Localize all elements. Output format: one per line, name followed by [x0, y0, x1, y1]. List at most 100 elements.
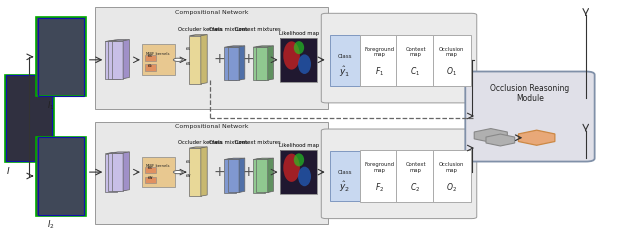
Text: $I_1$: $I_1$	[47, 99, 55, 112]
Polygon shape	[253, 158, 270, 160]
Ellipse shape	[298, 54, 311, 74]
Text: +: +	[243, 52, 255, 66]
Text: Class mixtures: Class mixtures	[209, 27, 248, 32]
Text: Context mixtures: Context mixtures	[236, 140, 281, 145]
Text: $\theta_4$: $\theta_4$	[185, 61, 191, 68]
Text: $\theta_k$: $\theta_k$	[147, 62, 153, 70]
Text: $\hat{y}_2$: $\hat{y}_2$	[339, 180, 350, 194]
Ellipse shape	[284, 41, 300, 70]
Polygon shape	[105, 40, 123, 42]
Text: Occluder kernels: Occluder kernels	[178, 27, 222, 32]
Text: $\theta_1$: $\theta_1$	[147, 53, 153, 60]
Polygon shape	[225, 158, 242, 160]
FancyBboxPatch shape	[396, 150, 435, 202]
FancyBboxPatch shape	[433, 35, 471, 86]
Text: $\theta_N$: $\theta_N$	[147, 175, 154, 182]
FancyBboxPatch shape	[465, 71, 595, 161]
Text: $F_1$: $F_1$	[374, 66, 384, 78]
FancyBboxPatch shape	[36, 17, 86, 97]
FancyBboxPatch shape	[330, 35, 360, 86]
Text: +: +	[214, 52, 225, 66]
FancyBboxPatch shape	[95, 122, 328, 224]
FancyBboxPatch shape	[433, 150, 471, 202]
Polygon shape	[120, 40, 126, 79]
Text: $I_2$: $I_2$	[47, 219, 55, 231]
Polygon shape	[111, 152, 129, 153]
Text: Occlusion
map: Occlusion map	[439, 47, 465, 57]
FancyBboxPatch shape	[189, 36, 201, 84]
Text: +: +	[214, 165, 225, 179]
Polygon shape	[268, 158, 273, 192]
Text: $O_1$: $O_1$	[447, 66, 458, 78]
FancyBboxPatch shape	[321, 129, 477, 219]
Polygon shape	[228, 158, 245, 159]
FancyBboxPatch shape	[253, 47, 264, 80]
FancyBboxPatch shape	[228, 47, 239, 80]
Polygon shape	[105, 153, 123, 154]
FancyBboxPatch shape	[95, 7, 328, 109]
Polygon shape	[189, 35, 207, 36]
Polygon shape	[111, 40, 129, 41]
FancyBboxPatch shape	[225, 160, 236, 193]
FancyBboxPatch shape	[145, 55, 156, 61]
Polygon shape	[474, 129, 508, 142]
Circle shape	[173, 58, 182, 61]
FancyBboxPatch shape	[360, 35, 398, 86]
Polygon shape	[116, 153, 123, 192]
Polygon shape	[264, 158, 270, 193]
FancyBboxPatch shape	[141, 157, 175, 188]
Polygon shape	[228, 46, 245, 47]
Polygon shape	[116, 40, 123, 79]
Polygon shape	[189, 147, 207, 148]
FancyBboxPatch shape	[228, 159, 239, 192]
FancyBboxPatch shape	[225, 47, 236, 80]
Text: Class mixtures: Class mixtures	[209, 140, 248, 145]
Polygon shape	[236, 158, 242, 193]
Polygon shape	[518, 130, 555, 145]
Text: $\theta_1$: $\theta_1$	[147, 165, 153, 172]
Ellipse shape	[294, 153, 304, 166]
FancyBboxPatch shape	[256, 47, 268, 80]
Text: $O_2$: $O_2$	[447, 182, 458, 194]
Text: Occluder kernels: Occluder kernels	[178, 140, 222, 145]
Polygon shape	[256, 158, 273, 159]
Ellipse shape	[294, 41, 304, 54]
Polygon shape	[268, 46, 273, 80]
Polygon shape	[123, 152, 129, 191]
Polygon shape	[201, 147, 207, 196]
FancyBboxPatch shape	[280, 38, 317, 82]
Text: $F_2$: $F_2$	[374, 182, 384, 194]
FancyBboxPatch shape	[36, 137, 86, 216]
Polygon shape	[120, 152, 126, 191]
FancyBboxPatch shape	[321, 13, 477, 103]
Text: Class: Class	[338, 54, 352, 59]
Text: Occlusion Reasoning
Module: Occlusion Reasoning Module	[490, 84, 570, 103]
Text: Likelihood map: Likelihood map	[279, 143, 319, 148]
FancyBboxPatch shape	[108, 41, 120, 79]
FancyBboxPatch shape	[145, 64, 156, 71]
FancyBboxPatch shape	[141, 44, 175, 75]
Text: Occlusion
map: Occlusion map	[439, 162, 465, 173]
Ellipse shape	[284, 154, 300, 182]
Text: $\theta_1$: $\theta_1$	[185, 46, 191, 53]
Text: Foreground
map: Foreground map	[364, 162, 394, 173]
Polygon shape	[108, 152, 126, 153]
Polygon shape	[225, 46, 242, 47]
Polygon shape	[123, 40, 129, 78]
FancyBboxPatch shape	[111, 153, 123, 191]
Text: Context
map: Context map	[405, 162, 426, 173]
Text: $\hat{y}_1$: $\hat{y}_1$	[339, 64, 351, 78]
FancyBboxPatch shape	[256, 159, 268, 192]
FancyBboxPatch shape	[396, 35, 435, 86]
Text: Class: Class	[338, 170, 352, 175]
Polygon shape	[256, 46, 273, 47]
Circle shape	[173, 170, 182, 174]
Text: $\theta_1$: $\theta_1$	[185, 158, 191, 165]
Polygon shape	[236, 46, 242, 80]
FancyBboxPatch shape	[330, 151, 360, 201]
FancyBboxPatch shape	[360, 150, 398, 202]
Text: $I$: $I$	[6, 165, 11, 176]
Text: +: +	[243, 165, 255, 179]
FancyBboxPatch shape	[105, 154, 116, 192]
Text: $\theta_N$: $\theta_N$	[185, 173, 192, 180]
